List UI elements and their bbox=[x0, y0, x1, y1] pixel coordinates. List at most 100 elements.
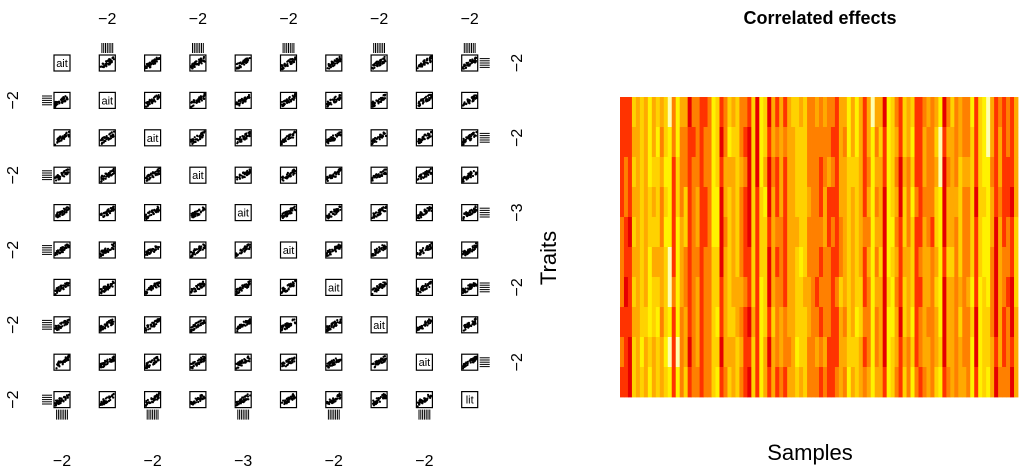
scatter-point bbox=[113, 172, 116, 175]
heatmap-cell bbox=[870, 157, 876, 188]
heatmap-cell bbox=[635, 127, 641, 158]
heatmap-cell bbox=[886, 97, 892, 128]
scatter-point bbox=[103, 326, 106, 329]
scatter-point bbox=[58, 326, 61, 329]
scatter-point bbox=[194, 397, 197, 400]
scatter-point bbox=[158, 317, 161, 321]
scatter-point bbox=[195, 251, 199, 255]
heatmap-cell bbox=[846, 307, 852, 338]
heatmap-cell bbox=[862, 217, 868, 248]
heatmap-cell bbox=[990, 97, 995, 128]
heatmap-cell bbox=[898, 157, 903, 188]
scatter-point bbox=[59, 248, 62, 252]
heatmap-cell bbox=[647, 127, 653, 158]
heatmap-cell bbox=[946, 277, 951, 308]
scatter-point bbox=[146, 174, 150, 177]
heatmap-cell bbox=[747, 97, 752, 128]
pairs-scatter-panel bbox=[144, 204, 162, 222]
heatmap-cell bbox=[631, 127, 637, 158]
scatter-point bbox=[289, 58, 292, 61]
heatmap-cell bbox=[627, 97, 633, 128]
scatter-point bbox=[65, 96, 69, 99]
scatter-point bbox=[378, 61, 382, 64]
heatmap-cell bbox=[982, 157, 987, 188]
heatmap-cell bbox=[651, 337, 657, 368]
heatmap-cell bbox=[731, 187, 736, 218]
pairs-scatter-panel bbox=[325, 241, 343, 259]
scatter-point bbox=[247, 359, 250, 362]
diagonal-label: lit bbox=[466, 395, 474, 407]
heatmap-cell bbox=[803, 127, 808, 158]
heatmap-cell bbox=[842, 277, 848, 308]
diagonal-label: ait bbox=[283, 245, 295, 257]
scatter-point bbox=[469, 137, 472, 140]
scatter-point bbox=[331, 134, 335, 137]
heatmap-cell bbox=[739, 187, 744, 218]
heatmap-cell bbox=[890, 367, 896, 398]
heatmap-cell bbox=[990, 367, 995, 398]
top-tick-label: −2 bbox=[189, 11, 207, 28]
heatmap-cell bbox=[966, 337, 971, 368]
pairs-scatter-panel bbox=[370, 241, 388, 259]
scatter-point bbox=[148, 102, 151, 106]
heatmap-cell bbox=[795, 217, 800, 248]
heatmap-cell bbox=[655, 367, 661, 398]
scatter-point bbox=[59, 98, 63, 101]
heatmap-cell bbox=[986, 247, 991, 278]
scatter-point bbox=[239, 249, 243, 252]
scatter-point bbox=[292, 60, 296, 64]
heatmap-cell bbox=[954, 187, 959, 218]
heatmap-cell bbox=[811, 97, 816, 128]
scatter-point bbox=[285, 215, 288, 218]
heatmap-cell bbox=[755, 247, 760, 278]
scatter-point bbox=[461, 253, 464, 256]
heatmap-cell bbox=[695, 187, 700, 218]
scatter-point bbox=[241, 176, 244, 179]
heatmap-cell bbox=[639, 217, 645, 248]
scatter-point bbox=[429, 131, 433, 134]
scatter-point bbox=[67, 282, 70, 285]
scatter-point bbox=[102, 327, 105, 330]
heatmap-cell bbox=[647, 337, 653, 368]
pairs-scatter-panel bbox=[279, 391, 298, 409]
heatmap-cell bbox=[727, 217, 732, 248]
heatmap-cell bbox=[906, 127, 911, 158]
scatter-point bbox=[157, 247, 160, 251]
heatmap-cell bbox=[711, 217, 716, 248]
pairs-scatter-panel bbox=[415, 204, 433, 222]
heatmap-cell bbox=[651, 367, 657, 398]
heatmap-cell bbox=[858, 187, 864, 218]
heatmap-cell bbox=[962, 187, 967, 218]
heatmap-cell bbox=[707, 307, 712, 338]
scatter-point bbox=[286, 400, 289, 403]
heatmap-cell bbox=[763, 337, 768, 368]
scatter-point bbox=[149, 172, 153, 175]
heatmap-cell bbox=[620, 97, 625, 128]
scatter-point bbox=[57, 250, 60, 253]
heatmap-cell bbox=[838, 157, 844, 188]
heatmap-cell bbox=[743, 367, 748, 398]
heatmap-cell bbox=[826, 307, 832, 338]
scatter-point bbox=[423, 284, 427, 288]
bottom-tick-label: −2 bbox=[415, 453, 433, 470]
scatter-point bbox=[338, 393, 341, 396]
heatmap-cell bbox=[862, 307, 868, 338]
heatmap-cell bbox=[878, 127, 884, 158]
heatmap-cell bbox=[902, 157, 907, 188]
scatter-point bbox=[101, 141, 104, 145]
scatter-point bbox=[332, 361, 336, 364]
heatmap-cell bbox=[902, 337, 907, 368]
heatmap-cell bbox=[926, 97, 931, 128]
scatter-point bbox=[236, 178, 239, 181]
scatter-point bbox=[462, 141, 465, 144]
heatmap-cell bbox=[866, 307, 872, 338]
scatter-point bbox=[381, 286, 384, 290]
heatmap-cell bbox=[970, 247, 975, 278]
heatmap-cell bbox=[830, 217, 836, 248]
scatter-point bbox=[244, 358, 247, 362]
heatmap-cell bbox=[866, 217, 872, 248]
heatmap-cell bbox=[1002, 277, 1007, 308]
heatmap-cell bbox=[791, 367, 796, 398]
scatter-point bbox=[467, 323, 470, 326]
heatmap-cell bbox=[739, 97, 744, 128]
